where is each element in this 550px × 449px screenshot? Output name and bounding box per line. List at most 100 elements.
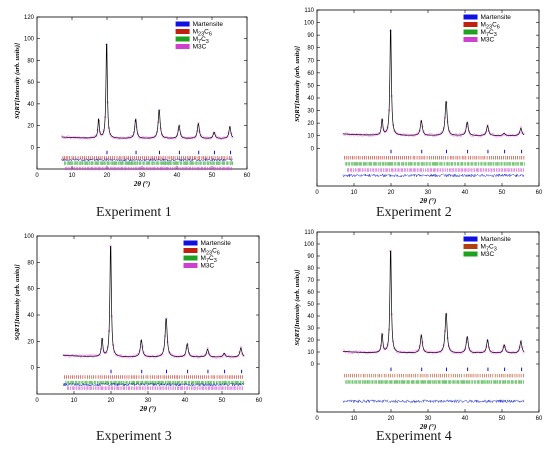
observed-point: [242, 354, 245, 358]
legend-label: M23C6: [193, 29, 212, 38]
legend-swatch: [463, 37, 478, 42]
plot-frame: [36, 235, 260, 395]
x-tick-label: 30: [425, 190, 432, 196]
legend-text-part: C: [209, 255, 214, 262]
legend-subscript: 7: [206, 258, 209, 264]
observed-point: [86, 355, 89, 358]
legend-label: Martensite: [481, 14, 512, 21]
y-tick-label: 60: [27, 80, 34, 86]
calculated-profile: [342, 29, 525, 136]
legend-label: M3C: [193, 44, 207, 51]
x-tick-label: 20: [388, 416, 395, 422]
y-tick-label: 20: [307, 338, 314, 344]
difference-curve: [62, 382, 245, 388]
x-tick-label: 50: [499, 190, 506, 196]
plot-frame: [316, 231, 540, 413]
calculated-profile: [62, 246, 245, 358]
legend-text-part: M: [201, 248, 206, 255]
y-tick-label: 10: [307, 134, 314, 140]
legend-subscript: 6: [209, 32, 212, 38]
caption-experiment-1: Experiment 1: [96, 205, 172, 220]
x-axis-label: 2θ (°): [133, 180, 150, 188]
caption-experiment-3: Experiment 3: [96, 429, 172, 444]
y-tick-label: 0: [31, 145, 35, 151]
observed-point: [79, 356, 83, 359]
observed-point: [495, 351, 499, 355]
x-tick-label: 10: [71, 398, 78, 404]
y-tick-label: 80: [307, 46, 314, 52]
legend-label: Martensite: [481, 236, 512, 243]
x-tick-label: 40: [174, 173, 181, 179]
legend-swatch: [463, 22, 478, 27]
y-tick-label: 40: [27, 313, 34, 319]
observed-point: [208, 137, 211, 140]
x-tick-label: 60: [244, 173, 251, 179]
y-tick-label: 20: [27, 124, 34, 130]
legend-subscript: 7: [198, 39, 201, 45]
legend-label: M3C: [481, 251, 495, 258]
observed-point: [509, 352, 512, 355]
y-tick-label: 40: [307, 314, 314, 320]
legend-swatch: [463, 244, 478, 249]
y-tick-label: 40: [27, 102, 34, 108]
legend-swatch: [463, 14, 478, 20]
legend-subscript: 7: [486, 32, 489, 38]
x-tick-label: 0: [315, 190, 319, 196]
xrd-panel-1: 0 10 20 30 40 50 60 0 20 40 60 80 100 120 2θ (°) SQRT[I…: [14, 15, 251, 188]
xrd-panel-3: 0 10 20 30 40 50 60 0 20 40 60 80 100 2θ (°) SQRT[Inte…: [14, 234, 263, 413]
y-tick-label: 70: [307, 58, 314, 64]
legend-swatch: [175, 44, 190, 49]
y-tick-label: 110: [304, 230, 314, 236]
x-axis-label: 2θ (°): [419, 423, 436, 431]
observed-point: [185, 137, 189, 140]
plot-frame: [36, 16, 248, 170]
y-tick-label: 80: [27, 58, 34, 64]
legend-swatch: [183, 240, 198, 246]
observed-point: [501, 133, 504, 136]
legend-text-part: C: [492, 22, 497, 29]
x-tick-label: 30: [145, 398, 152, 404]
legend-subscript: 23: [198, 32, 204, 38]
observed-point: [342, 133, 345, 136]
legend-label: M3C: [481, 37, 495, 44]
observed-points: [61, 43, 234, 141]
legend-label: M3C: [201, 263, 215, 270]
y-tick-label: 10: [307, 350, 314, 356]
observed-point: [417, 349, 420, 352]
x-tick-label: 30: [139, 173, 146, 179]
y-tick-label: 90: [307, 33, 314, 39]
x-tick-label: 10: [351, 190, 358, 196]
legend-label: M23C6: [201, 248, 220, 257]
observed-point: [131, 134, 135, 137]
observed-point: [170, 137, 174, 140]
legend-swatch: [175, 21, 190, 27]
legend-text-part: M: [193, 36, 198, 43]
x-tick-label: 0: [35, 173, 39, 179]
y-tick-label: 100: [24, 234, 35, 240]
x-tick-label: 50: [209, 173, 216, 179]
y-axis-label: SQRT[Intensity (arb. units)]: [294, 46, 301, 122]
observed-point: [66, 353, 69, 357]
y-tick-label: 50: [307, 83, 314, 89]
observed-point: [195, 355, 199, 358]
x-tick-label: 40: [462, 190, 469, 196]
legend-swatch: [175, 36, 190, 42]
x-tick-label: 10: [69, 173, 76, 179]
legend-label: Martensite: [193, 21, 224, 28]
y-tick-label: 60: [27, 287, 34, 293]
y-tick-label: 100: [304, 242, 315, 248]
legend-subscript: 3: [206, 39, 209, 45]
legend-subscript: 23: [206, 251, 212, 257]
y-tick-label: 120: [24, 15, 35, 21]
legend-swatch: [183, 255, 198, 261]
observed-points: [62, 244, 245, 359]
legend-text-part: M: [481, 22, 486, 29]
legend-text-part: C: [212, 248, 217, 255]
legend-text-part: M: [201, 255, 206, 262]
y-tick-label: 80: [307, 266, 314, 272]
observed-point: [462, 349, 465, 352]
observed-points: [342, 249, 525, 355]
x-tick-label: 20: [388, 190, 395, 196]
observed-point: [405, 351, 408, 355]
